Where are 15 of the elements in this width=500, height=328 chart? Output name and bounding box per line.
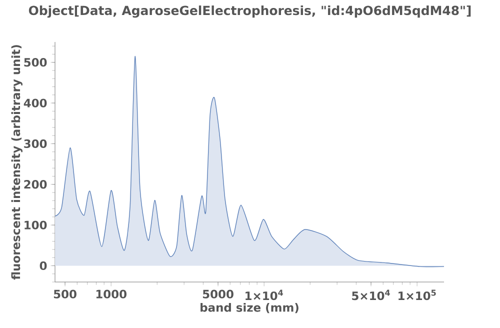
x-tick-label: 5×10$^{4}$ <box>352 290 390 300</box>
x-tick-label: 1×10$^{5}$ <box>398 290 436 300</box>
y-tick-label: 100 <box>24 220 47 230</box>
y-axis-title: fluorescent intensity (arbitrary unit) <box>11 45 22 280</box>
x-tick-label: 1×10$^{4}$ <box>246 290 283 300</box>
chart-title: Object[Data, AgaroseGelElectrophoresis, "id:4pO6dM5qdM48"] <box>28 6 471 18</box>
x-tick-label: 500 <box>54 290 76 298</box>
y-tick-label: 500 <box>24 58 47 67</box>
y-tick-label: 0 <box>40 261 47 270</box>
x-tick-label: 5000 <box>202 290 234 298</box>
y-tick-label: 200 <box>24 180 47 189</box>
y-tick-label: 300 <box>24 139 47 148</box>
x-axis-title: band size (mm) <box>200 302 298 314</box>
y-tick-label: 400 <box>24 98 47 108</box>
x-tick-label: 1000 <box>96 290 126 298</box>
